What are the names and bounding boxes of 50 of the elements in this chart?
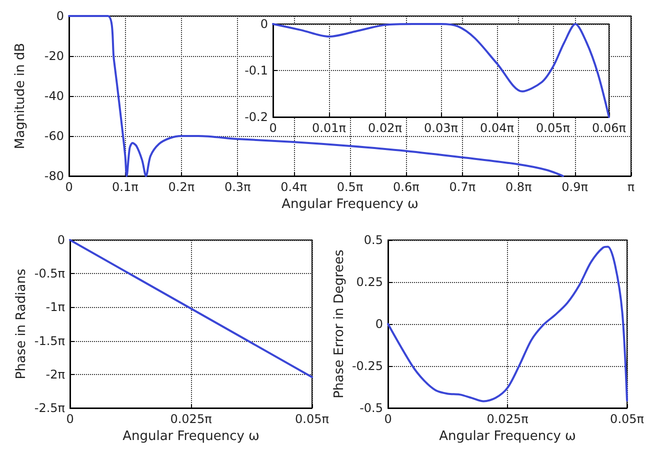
- x-tick-label: 0.03π: [424, 121, 458, 135]
- y-tick-label: -1.5π: [34, 334, 65, 348]
- x-tick-label: 0.6π: [393, 180, 420, 194]
- x-tick-label: 0.025π: [486, 412, 528, 426]
- x-tick-label: 0.7π: [449, 180, 476, 194]
- y-tick-label: 0.25: [356, 275, 383, 289]
- x-tick-label: 0.02π: [368, 121, 402, 135]
- x-tick-label: 0.05π: [536, 121, 570, 135]
- y-axis-title: Phase in Radians: [14, 268, 29, 380]
- y-tick-label: -2.5π: [34, 401, 65, 415]
- y-tick-label: -40: [44, 89, 64, 103]
- line-series: [272, 23, 610, 118]
- x-tick-label: 0.04π: [480, 121, 514, 135]
- x-tick-label: 0.2π: [168, 180, 195, 194]
- y-tick-label: -0.5π: [34, 266, 65, 281]
- y-tick-label: 0: [260, 17, 268, 31]
- y-tick-label: -2π: [46, 367, 65, 382]
- y-tick-label: -0.1: [244, 64, 268, 78]
- x-tick-label: 0.05π: [610, 412, 644, 426]
- x-tick-label: 0.3π: [224, 180, 251, 194]
- y-axis-title: Phase Error in Degrees: [332, 249, 347, 398]
- y-tick-label: -60: [44, 129, 64, 143]
- y-tick-label: 0: [56, 9, 64, 23]
- x-tick-label: 0.06π: [592, 121, 626, 135]
- x-tick-label: π: [627, 180, 635, 194]
- x-tick-label: 0.025π: [170, 412, 212, 426]
- y-tick-label: 0: [375, 317, 383, 331]
- y-tick-label: -0.5: [360, 401, 383, 415]
- x-tick-label: 0.8π: [505, 180, 532, 194]
- x-tick-label: 0.5π: [336, 180, 364, 194]
- x-tick-label: 0.4π: [280, 180, 307, 194]
- x-tick-label: 0: [66, 412, 74, 426]
- x-tick-label: 0: [384, 412, 392, 426]
- x-axis-title: Angular Frequency ω: [122, 429, 260, 444]
- x-tick-label: 0.9π: [562, 180, 588, 194]
- x-tick-label: 0.01π: [312, 121, 346, 135]
- y-tick-label: -20: [44, 49, 64, 63]
- x-tick-label: 0: [269, 121, 277, 135]
- line-series: [387, 246, 628, 402]
- y-tick-label: -1π: [46, 300, 65, 314]
- x-tick-label: 0.1π: [112, 180, 138, 194]
- y-tick-label: 0.5: [364, 233, 383, 247]
- x-tick-label: 0.05π: [295, 412, 329, 426]
- y-tick-label: 0: [57, 233, 65, 247]
- y-tick-label: -80: [44, 169, 64, 183]
- x-axis-title: Angular Frequency ω: [282, 197, 418, 212]
- x-axis-title: Angular Frequency ω: [439, 429, 576, 444]
- y-axis-title: Magnitude in dB: [13, 42, 28, 150]
- y-tick-label: -0.2: [244, 110, 268, 124]
- y-tick-label: -0.25: [352, 359, 383, 373]
